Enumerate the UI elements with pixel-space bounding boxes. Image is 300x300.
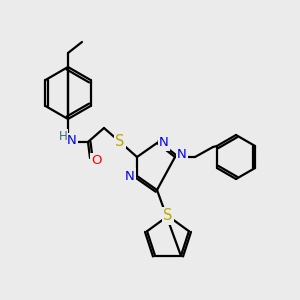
Text: N: N — [125, 169, 135, 182]
Text: S: S — [163, 208, 173, 224]
Text: N: N — [177, 148, 187, 161]
Text: N: N — [67, 134, 77, 148]
Text: N: N — [159, 136, 169, 149]
Text: S: S — [115, 134, 125, 149]
Text: O: O — [91, 154, 101, 167]
Text: H: H — [58, 130, 68, 142]
